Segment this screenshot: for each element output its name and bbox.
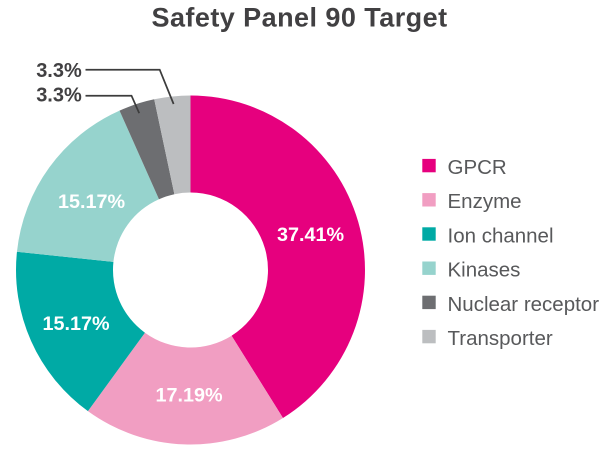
svg-text:3.3%: 3.3% [36,60,82,82]
svg-text:Ion channel: Ion channel [448,224,554,247]
svg-text:GPCR: GPCR [448,156,507,179]
svg-text:Safety Panel 90 Target: Safety Panel 90 Target [151,2,447,32]
svg-text:15.17%: 15.17% [58,191,126,213]
svg-text:3.3%: 3.3% [36,84,82,106]
svg-text:Transporter: Transporter [448,327,553,350]
svg-text:Nuclear receptor: Nuclear receptor [448,293,600,316]
svg-text:37.41%: 37.41% [277,224,345,246]
svg-text:17.19%: 17.19% [155,385,223,407]
svg-text:15.17%: 15.17% [42,313,110,335]
svg-text:Kinases: Kinases [448,259,521,282]
svg-text:Enzyme: Enzyme [448,190,522,213]
